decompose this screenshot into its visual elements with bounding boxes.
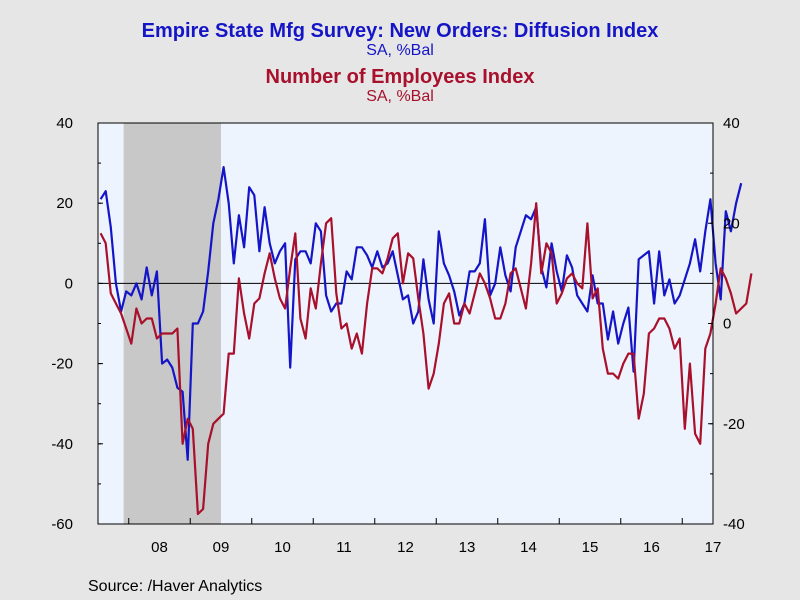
right-axis-tick-label: -40 [723,516,745,533]
x-axis-tick-label: 16 [643,539,660,556]
right-axis-tick-label: 40 [723,115,740,132]
title-series2: Number of Employees Index [265,66,535,88]
left-axis-tick-label: 40 [56,115,73,132]
source-note: Source: /Haver Analytics [88,578,263,595]
left-axis-tick-label: 20 [56,195,73,212]
units-series1: SA, %Bal [366,42,434,59]
left-axis-tick-label: -20 [51,356,73,373]
series-employees-line [99,202,753,516]
series-new-orders-line [99,166,743,461]
x-axis-tick-label: 13 [459,539,476,556]
x-axis-tick-label: 12 [397,539,414,556]
x-axis-tick-label: 09 [213,539,230,556]
right-axis-tick-label: -20 [723,416,745,433]
x-axis-tick-label: 10 [274,539,291,556]
left-axis-tick-label: -40 [51,436,73,453]
right-axis-tick-label: 20 [723,215,740,232]
x-axis-tick-label: 15 [582,539,599,556]
x-axis-tick-label: 11 [336,539,352,556]
x-axis-tick-label: 08 [151,539,168,556]
left-axis-tick-label: 0 [65,275,73,292]
recession-shading [123,123,221,524]
right-axis-tick-label: 0 [723,316,731,333]
units-series2: SA, %Bal [366,88,434,105]
x-axis-tick-label: 14 [520,539,537,556]
left-axis-tick-label: -60 [51,516,73,533]
title-series1: Empire State Mfg Survey: New Orders: Dif… [141,20,659,42]
x-axis-tick-label: 17 [705,539,722,556]
